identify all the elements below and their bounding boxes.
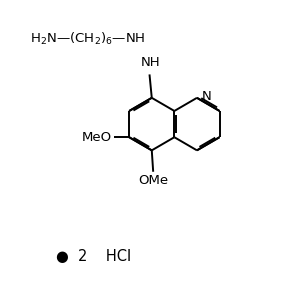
Text: NH: NH: [141, 56, 161, 69]
Text: MeO: MeO: [82, 131, 112, 144]
Text: ●  2    HCl: ● 2 HCl: [56, 249, 131, 264]
Text: H$_2$N—(CH$_2$)$_6$—NH: H$_2$N—(CH$_2$)$_6$—NH: [30, 30, 145, 47]
Text: N: N: [202, 90, 212, 103]
Text: OMe: OMe: [138, 174, 168, 187]
